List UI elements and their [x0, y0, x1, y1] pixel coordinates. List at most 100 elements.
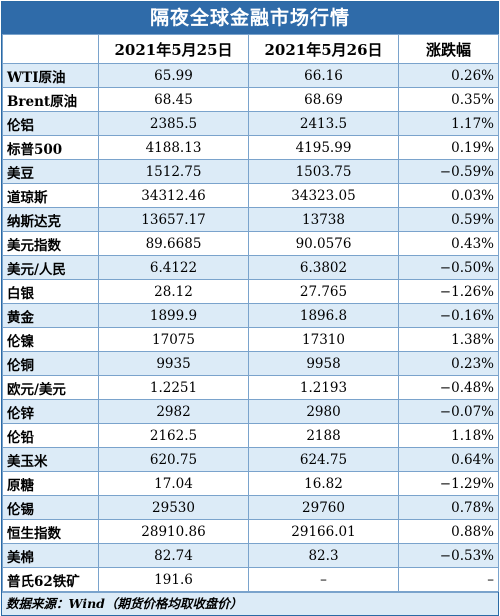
table-row: 伦铅 2162.5 2188 1.18% — [2, 423, 499, 448]
row-value-date-1: 65.99 — [98, 63, 249, 88]
row-value-date-2: 90.0576 — [248, 231, 399, 256]
row-value-date-2: 1896.8 — [248, 303, 399, 328]
row-name: 伦铅 — [2, 423, 99, 448]
row-value-date-2: 2980 — [248, 399, 399, 424]
row-value-date-1: 9935 — [98, 351, 249, 376]
row-value-date-1: 89.6685 — [98, 231, 249, 256]
row-value-date-1: 2982 — [98, 399, 249, 424]
table-row: 伦锌 2982 2980 −0.07% — [2, 399, 499, 424]
row-name: 恒生指数 — [2, 519, 99, 544]
row-name: 白银 — [2, 279, 99, 304]
row-change: – — [398, 567, 499, 592]
row-change: 0.26% — [398, 63, 499, 88]
row-change: −0.50% — [398, 255, 499, 280]
header-date-2: 2021年5月26日 — [248, 34, 399, 64]
row-change: −0.07% — [398, 399, 499, 424]
row-value-date-1: 4188.13 — [98, 135, 249, 160]
row-name: 美玉米 — [2, 447, 99, 472]
row-value-date-2: 66.16 — [248, 63, 399, 88]
row-name: 原糖 — [2, 471, 99, 496]
table-row: 美棉 82.74 82.3 −0.53% — [2, 543, 499, 568]
row-change: 1.18% — [398, 423, 499, 448]
row-name: 美元指数 — [2, 231, 99, 256]
table-row: 美豆 1512.75 1503.75 −0.59% — [2, 159, 499, 184]
table-row: 白银 28.12 27.765 −1.26% — [2, 279, 499, 304]
row-change: −0.53% — [398, 543, 499, 568]
table-row: 黄金 1899.9 1896.8 −0.16% — [2, 303, 499, 328]
row-change: 0.19% — [398, 135, 499, 160]
row-change: 0.03% — [398, 183, 499, 208]
row-value-date-1: 1.2251 — [98, 375, 249, 400]
row-name: 标普500 — [2, 135, 99, 160]
source-note: 数据来源：Wind（期货价格均取收盘价） — [2, 592, 498, 615]
row-value-date-1: 13657.17 — [98, 207, 249, 232]
row-change: 0.23% — [398, 351, 499, 376]
row-name: 美豆 — [2, 159, 99, 184]
row-name: 伦锌 — [2, 399, 99, 424]
table-row: 伦锡 29530 29760 0.78% — [2, 495, 499, 520]
table-row: 纳斯达克 13657.17 13738 0.59% — [2, 207, 499, 232]
row-change: −0.48% — [398, 375, 499, 400]
row-value-date-1: 68.45 — [98, 87, 249, 112]
table-row: 恒生指数 28910.86 29166.01 0.88% — [2, 519, 499, 544]
row-name: 伦铜 — [2, 351, 99, 376]
row-change: 1.38% — [398, 327, 499, 352]
row-change: 1.17% — [398, 111, 499, 136]
row-value-date-2: 4195.99 — [248, 135, 399, 160]
row-value-date-2: 34323.05 — [248, 183, 399, 208]
row-value-date-1: 6.4122 — [98, 255, 249, 280]
row-change: 0.78% — [398, 495, 499, 520]
row-change: 0.59% — [398, 207, 499, 232]
row-value-date-1: 28.12 — [98, 279, 249, 304]
row-name: 美元/人民 — [2, 255, 99, 280]
table-row: 伦铜 9935 9958 0.23% — [2, 351, 499, 376]
row-name: 普氏62铁矿 — [2, 567, 99, 592]
row-change: −0.59% — [398, 159, 499, 184]
row-value-date-1: 17075 — [98, 327, 249, 352]
table-row: 普氏62铁矿 191.6– – — [2, 567, 499, 592]
row-value-date-2: 1503.75 — [248, 159, 399, 184]
row-value-date-1: 1512.75 — [98, 159, 249, 184]
row-value-date-1: 82.74 — [98, 543, 249, 568]
row-value-date-2: 82.3 — [248, 543, 399, 568]
header-row: 2021年5月25日 2021年5月26日 涨跌幅 — [2, 34, 499, 64]
row-name: 欧元/美元 — [2, 375, 99, 400]
table-row: 伦镍 17075 17310 1.38% — [2, 327, 499, 352]
row-name: 美棉 — [2, 543, 99, 568]
row-value-date-2: 13738 — [248, 207, 399, 232]
table-row: 美玉米 620.75 624.75 0.64% — [2, 447, 499, 472]
table-row: Brent原油 68.45 68.69 0.35% — [2, 87, 499, 112]
row-change: 0.88% — [398, 519, 499, 544]
row-value-date-2: 2413.5 — [248, 111, 399, 136]
row-value-date-1: 1899.9 — [98, 303, 249, 328]
row-name: 纳斯达克 — [2, 207, 99, 232]
row-value-date-1: 28910.86 — [98, 519, 249, 544]
header-change: 涨跌幅 — [398, 34, 499, 64]
header-name — [2, 34, 99, 64]
row-value-date-2: 29760 — [248, 495, 399, 520]
row-value-date-2: 2188 — [248, 423, 399, 448]
row-value-date-1: 29530 — [98, 495, 249, 520]
row-value-date-2: 17310 — [248, 327, 399, 352]
row-change: −1.29% — [398, 471, 499, 496]
row-name: Brent原油 — [2, 87, 99, 112]
table-row: 道琼斯 34312.46 34323.05 0.03% — [2, 183, 499, 208]
table-row: 原糖 17.04 16.82 −1.29% — [2, 471, 499, 496]
row-value-date-1: 2385.5 — [98, 111, 249, 136]
row-value-date-2: 1.2193 — [248, 375, 399, 400]
table-row: 美元指数 89.6685 90.0576 0.43% — [2, 231, 499, 256]
quotes-table: 2021年5月25日 2021年5月26日 涨跌幅 WTI原油 65.99 66.1… — [2, 34, 499, 592]
header-date-1: 2021年5月25日 — [98, 34, 249, 64]
row-value-date-2: 624.75 — [248, 447, 399, 472]
row-value-date-1: 620.75 — [98, 447, 249, 472]
row-change: 0.43% — [398, 231, 499, 256]
row-change: 0.64% — [398, 447, 499, 472]
row-value-date-2: 29166.01 — [248, 519, 399, 544]
row-value-date-2: 68.69 — [248, 87, 399, 112]
row-name: 伦镍 — [2, 327, 99, 352]
table-row: WTI原油 65.99 66.16 0.26% — [2, 63, 499, 88]
quotes-body: WTI原油 65.99 66.16 0.26% Brent原油 68.45 68.69 0.3… — [2, 63, 499, 592]
row-value-date-2: 16.82 — [248, 471, 399, 496]
row-value-date-1: 34312.46 — [98, 183, 249, 208]
